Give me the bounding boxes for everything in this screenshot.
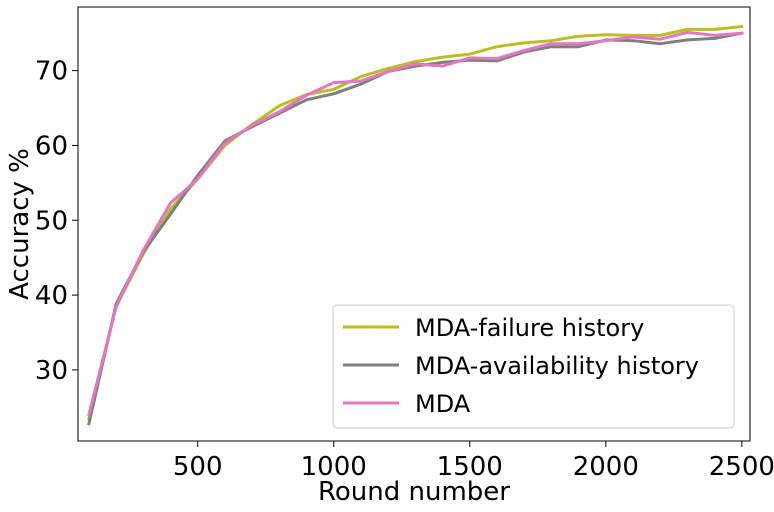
series-layer [87, 24, 744, 426]
legend-box [332, 304, 735, 429]
legend-label-mda-availability-history: MDA-availability history [415, 352, 699, 380]
y-tick-label: 60 [35, 131, 68, 161]
legend-label-mda: MDA [415, 390, 471, 418]
y-tick-label: 50 [35, 206, 68, 236]
legend: MDA-failure history MDA-availability hist… [332, 304, 735, 429]
y-tick-label: 30 [35, 356, 68, 386]
y-axis-label: Accuracy % [5, 148, 35, 300]
plot-frame [77, 6, 751, 442]
x-tick-label: 1000 [301, 452, 367, 482]
series-line-mda-availability-history [87, 31, 744, 426]
legend-label-mda-failure-history: MDA-failure history [415, 314, 644, 342]
x-tick-label: 500 [173, 452, 223, 482]
x-axis-label: Round number [318, 477, 510, 507]
x-tick-label: 2500 [709, 452, 774, 482]
y-tick-label: 70 [35, 57, 68, 87]
axes-layer: 500 1000 1500 2000 2500 30 40 50 60 70 [35, 57, 774, 482]
y-tick-label: 40 [35, 281, 68, 311]
x-tick-label: 2000 [573, 452, 639, 482]
series-line-mda [87, 30, 744, 417]
x-tick-label: 1500 [437, 452, 503, 482]
